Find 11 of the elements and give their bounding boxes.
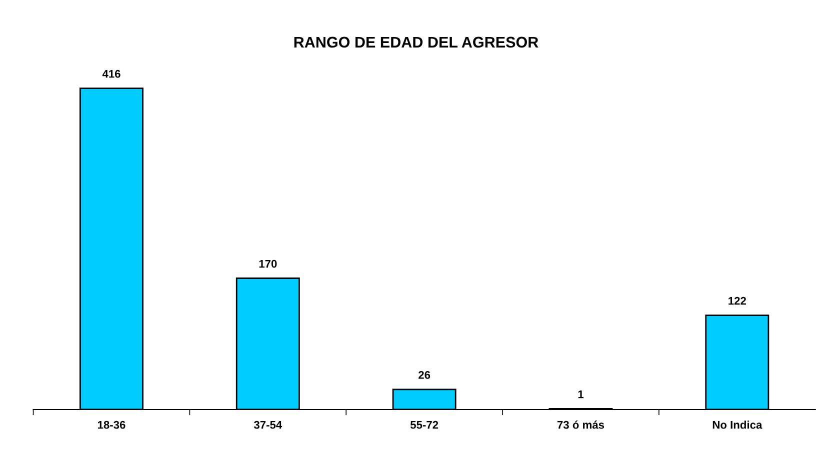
data-label: 26 <box>418 371 430 379</box>
data-label: 122 <box>728 296 746 305</box>
x-tick-label: 73 ó más <box>557 420 604 429</box>
data-label: 1 <box>578 390 584 398</box>
data-label: 170 <box>259 260 277 268</box>
chart-title: RANGO DE EDAD DEL AGRESOR <box>294 36 538 48</box>
data-label: 416 <box>102 70 120 78</box>
x-tick-label: 55-72 <box>410 420 438 429</box>
x-tick-label: 18-36 <box>98 420 126 429</box>
x-tick-label: No Indica <box>712 420 762 429</box>
x-tick-label: 37-54 <box>254 420 282 429</box>
